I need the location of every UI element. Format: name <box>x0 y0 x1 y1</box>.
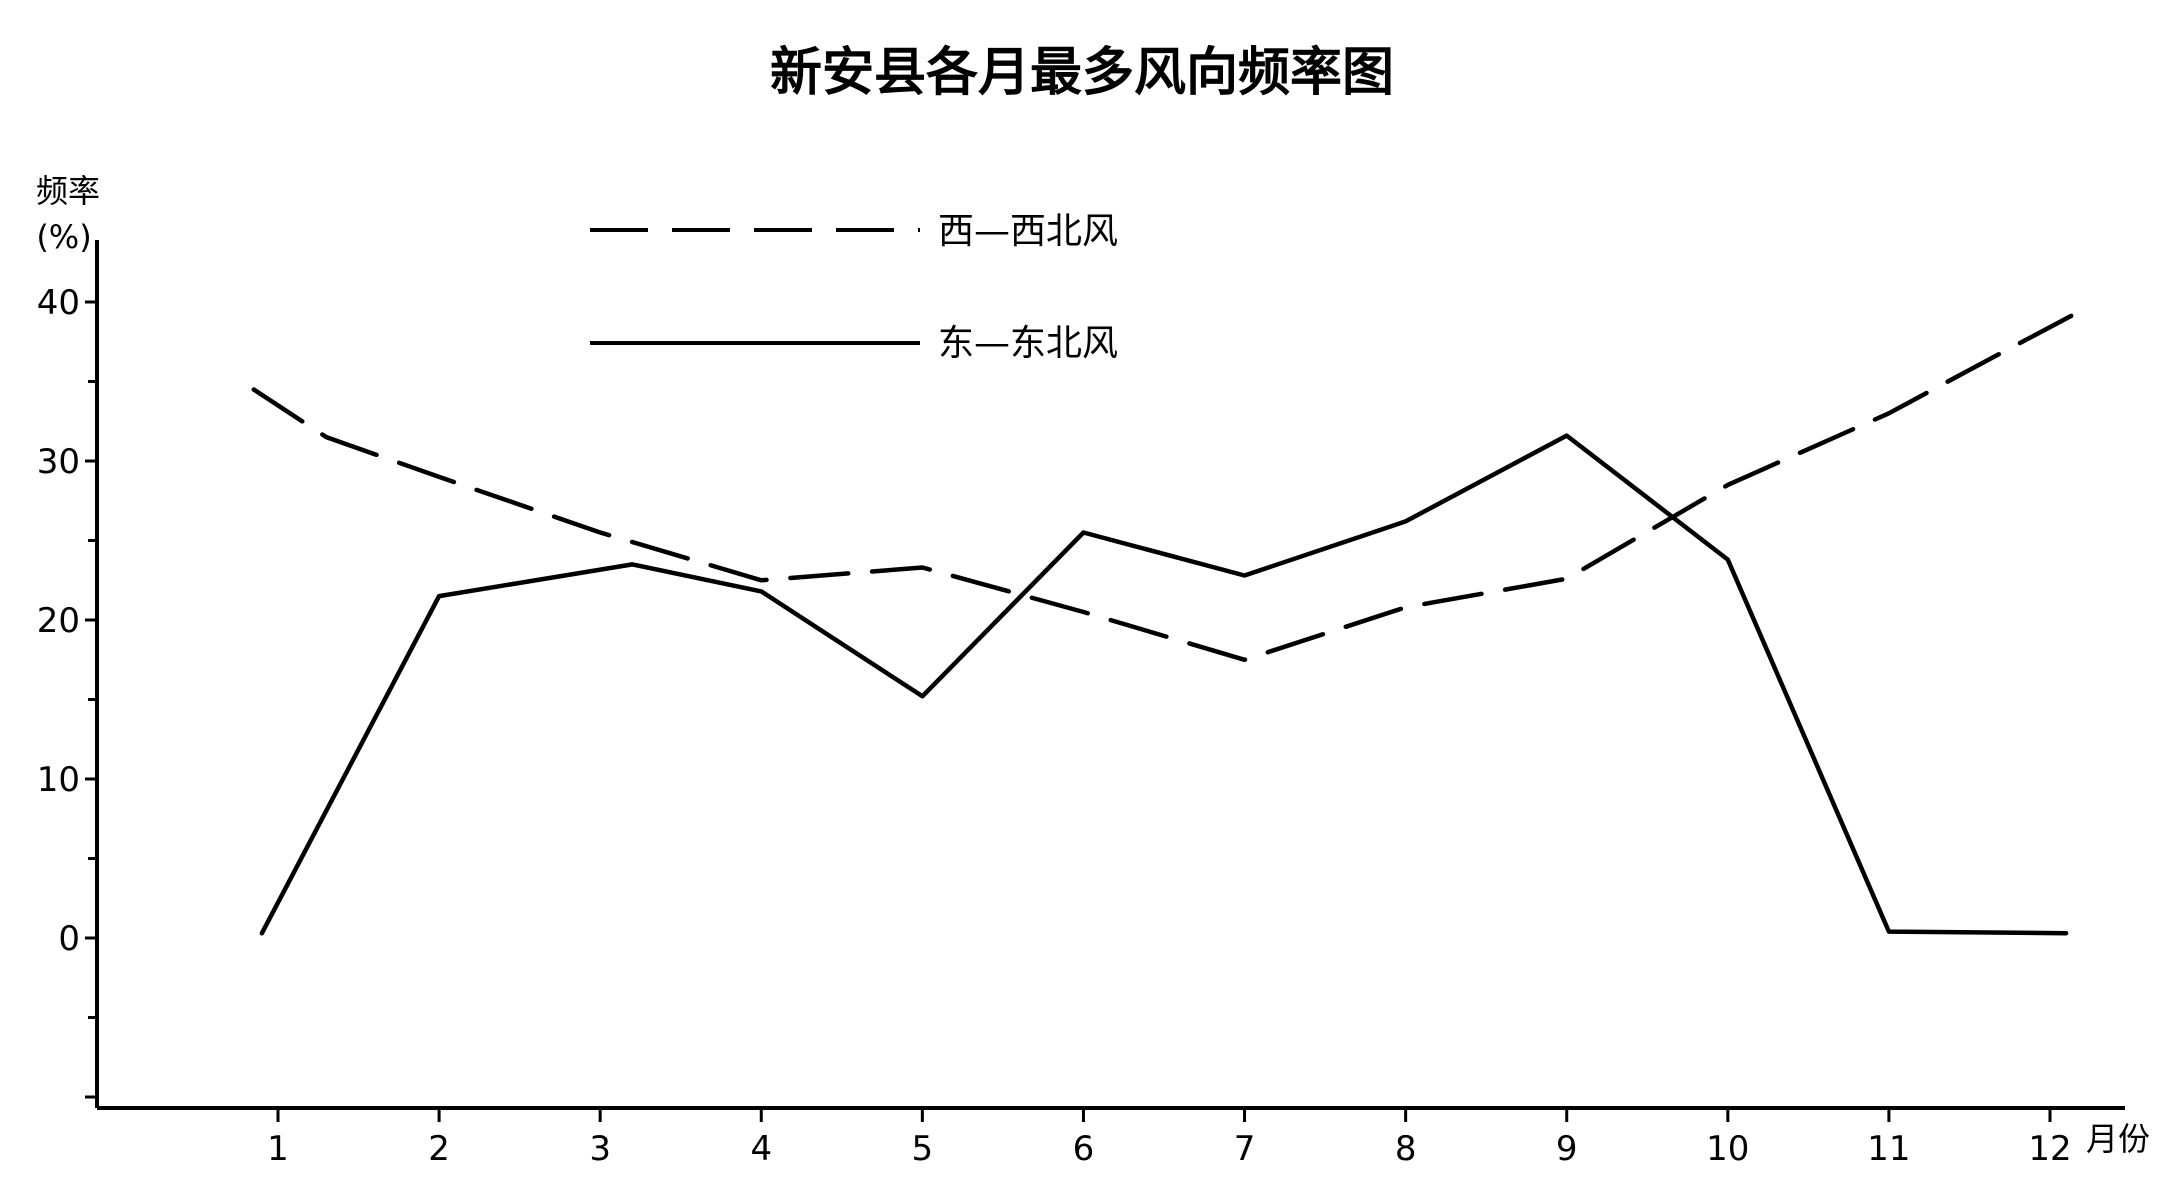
x-tick-label: 2 <box>428 1129 450 1169</box>
y-axis-label-line2: (%) <box>36 218 91 256</box>
y-axis-label-line1: 频率 <box>36 172 100 210</box>
x-tick-label: 6 <box>1073 1129 1095 1169</box>
x-axis-ticks: 1 2 3 4 5 6 7 8 9 10 11 12 <box>267 1108 2072 1169</box>
x-tick-label: 9 <box>1556 1129 1578 1169</box>
y-axis-ticks: 0 10 20 30 40 <box>37 283 97 1099</box>
chart-title: 新安县各月最多风向频率图 <box>770 43 1394 103</box>
y-tick-label: 10 <box>37 760 80 800</box>
legend-label-east-northeast: 东—东北风 <box>938 323 1118 364</box>
x-axis-label: 月份 <box>2086 1120 2150 1158</box>
x-tick-label: 10 <box>1706 1129 1749 1169</box>
x-tick-label: 4 <box>750 1129 772 1169</box>
x-tick-label: 8 <box>1395 1129 1417 1169</box>
legend: 西—西北风 东—东北风 <box>590 211 1118 364</box>
x-tick-label: 11 <box>1867 1129 1910 1169</box>
series-line-east-northeast <box>259 433 2069 936</box>
y-tick-label: 0 <box>58 919 80 959</box>
x-tick-label: 3 <box>589 1129 611 1169</box>
x-tick-label: 7 <box>1234 1129 1256 1169</box>
x-tick-label: 12 <box>2028 1129 2071 1169</box>
legend-label-west-northwest: 西—西北风 <box>938 211 1118 252</box>
series-layer <box>251 307 2085 936</box>
x-tick-label: 5 <box>912 1129 934 1169</box>
y-tick-label: 30 <box>37 442 80 482</box>
y-tick-label: 20 <box>37 601 80 641</box>
series-line-west-northwest <box>251 307 2085 663</box>
y-tick-label: 40 <box>37 283 80 323</box>
x-tick-label: 1 <box>267 1129 289 1169</box>
